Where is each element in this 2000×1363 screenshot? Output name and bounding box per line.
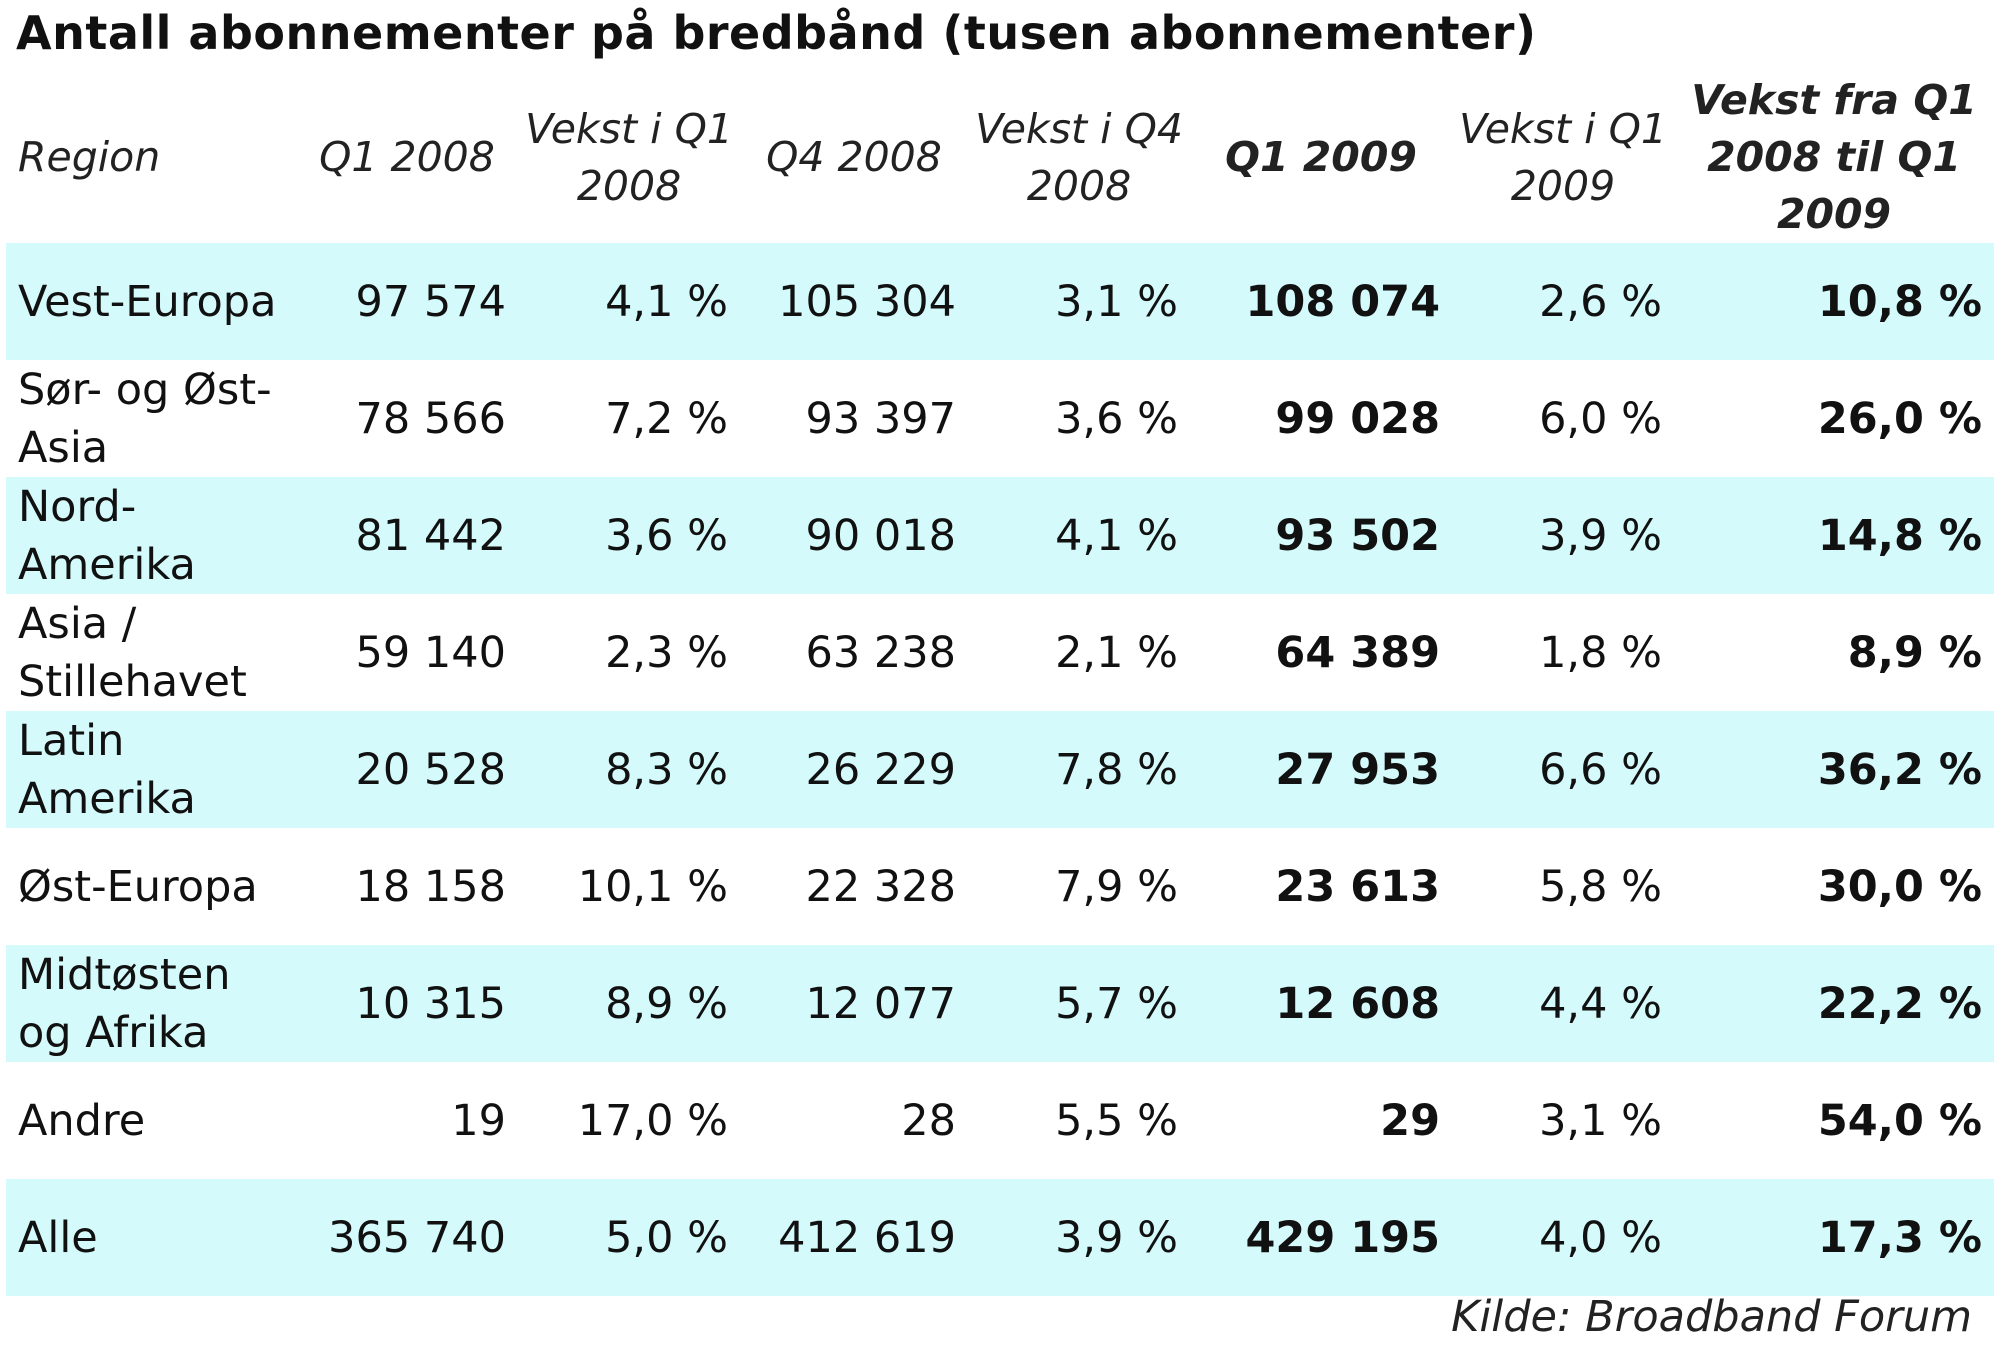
cell-growth-total: 8,9 %: [1847, 627, 1982, 678]
header-growth-q1-2008: Vekst i Q1 2008: [525, 104, 733, 210]
cell-region: Midtøsten og Afrika: [6, 945, 296, 1062]
header-region: Region: [18, 133, 161, 181]
table-row: Sør- og Øst-Asia 78 566 7,2 % 93 397 3,6 % 99…: [6, 360, 1994, 477]
table-row: Alle 365 740 5,0 % 412 619 3,9 % 429 195 4,0 %…: [6, 1179, 1994, 1296]
cell-growth-total: 14,8 %: [1674, 477, 1994, 594]
cell-growth-q4-2008: 3,6 %: [1055, 393, 1178, 444]
cell-growth-q1-2008: 2,3 %: [605, 627, 728, 678]
cell-q1-2009: 27 953: [1190, 711, 1452, 828]
cell-growth-q1-2009: 2,6 %: [1452, 243, 1674, 360]
table-row: Latin Amerika 20 528 8,3 % 26 229 7,8 % 27 95…: [6, 711, 1994, 828]
table-title: Antall abonnementer på bredbånd (tusen a…: [16, 6, 1537, 60]
cell-q1-2008: 19: [451, 1095, 506, 1146]
cell-growth-total: 26,0 %: [1817, 393, 1982, 444]
table-row: Øst-Europa 18 158 10,1 % 22 328 7,9 % 23 613 5…: [6, 828, 1994, 945]
cell-q1-2008: 10 315: [296, 945, 518, 1062]
cell-q4-2008: 63 238: [805, 627, 956, 678]
cell-growth-q4-2008: 4,1 %: [968, 477, 1190, 594]
table-row: Andre 19 17,0 % 28 5,5 % 29 3,1 % 54,0 %: [6, 1062, 1994, 1179]
cell-q1-2008: 365 740: [296, 1179, 518, 1296]
cell-growth-total: 36,2 %: [1674, 711, 1994, 828]
cell-growth-q1-2008: 5,0 %: [518, 1179, 740, 1296]
header-growth-q1-2009: Vekst i Q1 2009: [1459, 104, 1667, 210]
cell-region: Latin Amerika: [6, 711, 296, 828]
cell-q1-2008: 97 574: [296, 243, 518, 360]
cell-q1-2008: 18 158: [355, 861, 506, 912]
cell-growth-q4-2008: 7,9 %: [1055, 861, 1178, 912]
cell-growth-total: 30,0 %: [1817, 861, 1982, 912]
cell-q4-2008: 26 229: [740, 711, 968, 828]
cell-q4-2008: 22 328: [805, 861, 956, 912]
cell-region: Asia / Stillehavet: [18, 598, 247, 707]
cell-region: Øst-Europa: [18, 861, 258, 912]
cell-region: Vest-Europa: [6, 243, 296, 360]
cell-growth-q4-2008: 5,7 %: [968, 945, 1190, 1062]
cell-growth-q1-2009: 4,0 %: [1452, 1179, 1674, 1296]
header-q1-2009: Q1 2009: [1225, 133, 1417, 181]
broadband-table: Region Q1 2008 Vekst i Q1 2008 Q4 2008 V…: [6, 72, 1994, 1296]
cell-growth-q4-2008: 3,1 %: [968, 243, 1190, 360]
cell-q1-2009: 93 502: [1190, 477, 1452, 594]
source-note: Kilde: Broadband Forum: [1451, 1292, 1972, 1342]
cell-region: Sør- og Øst-Asia: [18, 364, 272, 473]
cell-q1-2008: 59 140: [355, 627, 506, 678]
cell-growth-q1-2008: 8,3 %: [518, 711, 740, 828]
cell-q1-2009: 29: [1380, 1095, 1440, 1146]
cell-growth-total: 54,0 %: [1817, 1095, 1982, 1146]
table-row: Asia / Stillehavet 59 140 2,3 % 63 238 2,1 %…: [6, 594, 1994, 711]
cell-q4-2008: 93 397: [805, 393, 956, 444]
cell-q4-2008: 28: [901, 1095, 956, 1146]
header-growth-q4-2008: Vekst i Q4 2008: [975, 104, 1183, 210]
cell-growth-q1-2008: 4,1 %: [518, 243, 740, 360]
cell-growth-q4-2008: 2,1 %: [1055, 627, 1178, 678]
cell-q4-2008: 105 304: [740, 243, 968, 360]
cell-growth-total: 22,2 %: [1674, 945, 1994, 1062]
cell-region: Andre: [18, 1095, 146, 1146]
cell-q4-2008: 412 619: [740, 1179, 968, 1296]
table-row: Midtøsten og Afrika 10 315 8,9 % 12 077 5,7 …: [6, 945, 1994, 1062]
cell-growth-q1-2009: 3,9 %: [1452, 477, 1674, 594]
cell-q1-2009: 12 608: [1190, 945, 1452, 1062]
cell-growth-q1-2008: 10,1 %: [577, 861, 728, 912]
cell-growth-q1-2008: 8,9 %: [518, 945, 740, 1062]
cell-growth-q1-2008: 3,6 %: [518, 477, 740, 594]
cell-growth-q1-2009: 3,1 %: [1539, 1095, 1662, 1146]
cell-growth-q1-2008: 17,0 %: [577, 1095, 728, 1146]
cell-q1-2008: 81 442: [296, 477, 518, 594]
cell-growth-q4-2008: 7,8 %: [968, 711, 1190, 828]
cell-growth-q1-2009: 6,6 %: [1452, 711, 1674, 828]
cell-growth-q1-2009: 5,8 %: [1539, 861, 1662, 912]
cell-growth-q1-2009: 6,0 %: [1539, 393, 1662, 444]
cell-q1-2009: 64 389: [1275, 627, 1440, 678]
table-row: Nord-Amerika 81 442 3,6 % 90 018 4,1 % 93 502…: [6, 477, 1994, 594]
cell-growth-q1-2009: 4,4 %: [1452, 945, 1674, 1062]
table-header: Region Q1 2008 Vekst i Q1 2008 Q4 2008 V…: [6, 72, 1994, 243]
cell-q4-2008: 90 018: [740, 477, 968, 594]
cell-growth-q4-2008: 3,9 %: [968, 1179, 1190, 1296]
cell-q1-2008: 78 566: [355, 393, 506, 444]
cell-q1-2009: 99 028: [1275, 393, 1440, 444]
header-q4-2008: Q4 2008: [766, 133, 942, 181]
cell-q1-2008: 20 528: [296, 711, 518, 828]
cell-growth-q1-2009: 1,8 %: [1539, 627, 1662, 678]
cell-q1-2009: 108 074: [1190, 243, 1452, 360]
cell-growth-total: 10,8 %: [1674, 243, 1994, 360]
cell-region: Nord-Amerika: [6, 477, 296, 594]
cell-region: Alle: [6, 1179, 296, 1296]
header-row: Region Q1 2008 Vekst i Q1 2008 Q4 2008 V…: [6, 72, 1994, 243]
cell-q4-2008: 12 077: [740, 945, 968, 1062]
cell-q1-2009: 429 195: [1190, 1179, 1452, 1296]
header-q1-2008: Q1 2008: [319, 133, 495, 181]
cell-growth-q1-2008: 7,2 %: [605, 393, 728, 444]
cell-growth-q4-2008: 5,5 %: [1055, 1095, 1178, 1146]
table-body: Vest-Europa 97 574 4,1 % 105 304 3,1 % 108 07…: [6, 243, 1994, 1296]
cell-q1-2009: 23 613: [1275, 861, 1440, 912]
table-row: Vest-Europa 97 574 4,1 % 105 304 3,1 % 108 07…: [6, 243, 1994, 360]
cell-growth-total: 17,3 %: [1674, 1179, 1994, 1296]
header-growth-total: Vekst fra Q1 2008 til Q1 2009: [1691, 76, 1977, 238]
